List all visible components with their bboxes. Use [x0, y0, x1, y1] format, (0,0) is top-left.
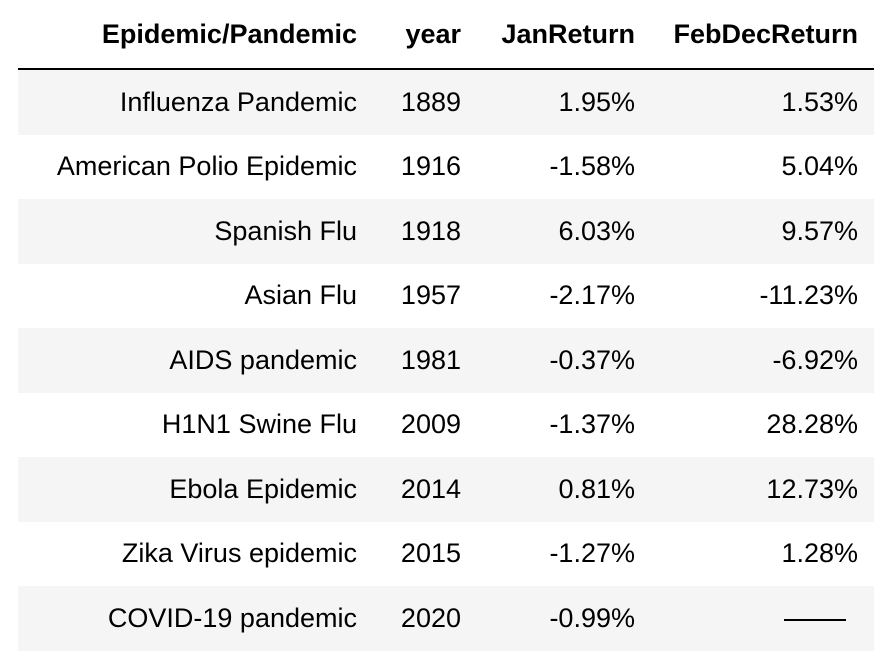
cell-year: 1916: [373, 134, 477, 199]
cell-feb-dec-return: -11.23%: [651, 263, 874, 328]
cell-feb-dec-return: [651, 586, 874, 651]
cell-year: 2009: [373, 392, 477, 457]
cell-jan-return: -0.99%: [477, 586, 651, 651]
table-header: Epidemic/Pandemic year JanReturn FebDecR…: [18, 0, 874, 70]
table-body: Influenza Pandemic 1889 1.95% 1.53% Amer…: [18, 69, 874, 651]
cell-epidemic: H1N1 Swine Flu: [18, 392, 373, 457]
cell-jan-return: 1.95%: [477, 69, 651, 135]
cell-epidemic: Asian Flu: [18, 263, 373, 328]
header-row: Epidemic/Pandemic year JanReturn FebDecR…: [18, 0, 874, 70]
cell-year: 1918: [373, 199, 477, 264]
cell-year: 1957: [373, 263, 477, 328]
cell-year: 1981: [373, 328, 477, 393]
cell-feb-dec-return: 1.53%: [651, 69, 874, 135]
cell-feb-dec-return: -6.92%: [651, 328, 874, 393]
cell-jan-return: 0.81%: [477, 457, 651, 522]
cell-epidemic: Spanish Flu: [18, 199, 373, 264]
returns-table-container: Epidemic/Pandemic year JanReturn FebDecR…: [18, 0, 874, 651]
cell-jan-return: -1.58%: [477, 134, 651, 199]
table-row: Ebola Epidemic 2014 0.81% 12.73%: [18, 457, 874, 522]
cell-epidemic: Influenza Pandemic: [18, 69, 373, 135]
cell-year: 2015: [373, 521, 477, 586]
table-row: Spanish Flu 1918 6.03% 9.57%: [18, 199, 874, 264]
cell-jan-return: -0.37%: [477, 328, 651, 393]
cell-epidemic: Ebola Epidemic: [18, 457, 373, 522]
cell-jan-return: -1.37%: [477, 392, 651, 457]
epidemic-returns-table: Epidemic/Pandemic year JanReturn FebDecR…: [18, 0, 874, 651]
cell-epidemic: American Polio Epidemic: [18, 134, 373, 199]
cell-jan-return: -2.17%: [477, 263, 651, 328]
cell-feb-dec-return: 28.28%: [651, 392, 874, 457]
cell-feb-dec-return: 9.57%: [651, 199, 874, 264]
table-row: Asian Flu 1957 -2.17% -11.23%: [18, 263, 874, 328]
cell-year: 2020: [373, 586, 477, 651]
table-row: American Polio Epidemic 1916 -1.58% 5.04…: [18, 134, 874, 199]
table-row: Zika Virus epidemic 2015 -1.27% 1.28%: [18, 521, 874, 586]
cell-jan-return: -1.27%: [477, 521, 651, 586]
cell-feb-dec-return: 5.04%: [651, 134, 874, 199]
table-row: COVID-19 pandemic 2020 -0.99%: [18, 586, 874, 651]
table-row: Influenza Pandemic 1889 1.95% 1.53%: [18, 69, 874, 135]
header-feb-dec-return: FebDecReturn: [651, 0, 874, 70]
no-value-dash: [784, 618, 846, 621]
cell-epidemic: Zika Virus epidemic: [18, 521, 373, 586]
header-year: year: [373, 0, 477, 70]
cell-feb-dec-return: 1.28%: [651, 521, 874, 586]
cell-year: 1889: [373, 69, 477, 135]
header-jan-return: JanReturn: [477, 0, 651, 70]
cell-feb-dec-return: 12.73%: [651, 457, 874, 522]
cell-year: 2014: [373, 457, 477, 522]
cell-epidemic: COVID-19 pandemic: [18, 586, 373, 651]
header-epidemic: Epidemic/Pandemic: [18, 0, 373, 70]
cell-epidemic: AIDS pandemic: [18, 328, 373, 393]
table-row: H1N1 Swine Flu 2009 -1.37% 28.28%: [18, 392, 874, 457]
cell-jan-return: 6.03%: [477, 199, 651, 264]
table-row: AIDS pandemic 1981 -0.37% -6.92%: [18, 328, 874, 393]
